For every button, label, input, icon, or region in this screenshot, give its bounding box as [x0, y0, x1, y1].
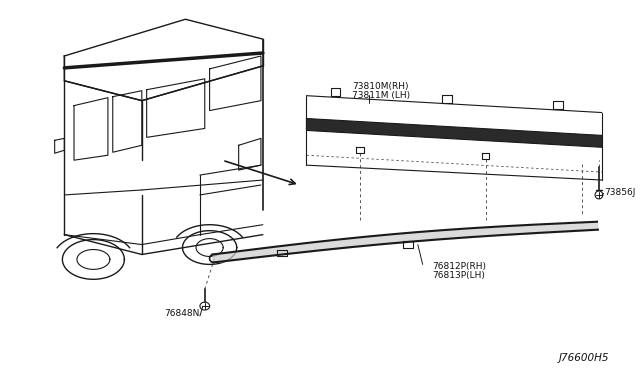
- Text: 73810M(RH): 73810M(RH): [352, 82, 408, 91]
- Text: 73811M (LH): 73811M (LH): [352, 91, 410, 100]
- Text: 73856J: 73856J: [604, 189, 635, 198]
- Text: 76813P(LH): 76813P(LH): [433, 271, 485, 280]
- Polygon shape: [307, 119, 602, 147]
- Text: J76600H5: J76600H5: [558, 353, 609, 363]
- Text: 76812P(RH): 76812P(RH): [433, 262, 486, 271]
- Text: 76848N: 76848N: [164, 309, 200, 318]
